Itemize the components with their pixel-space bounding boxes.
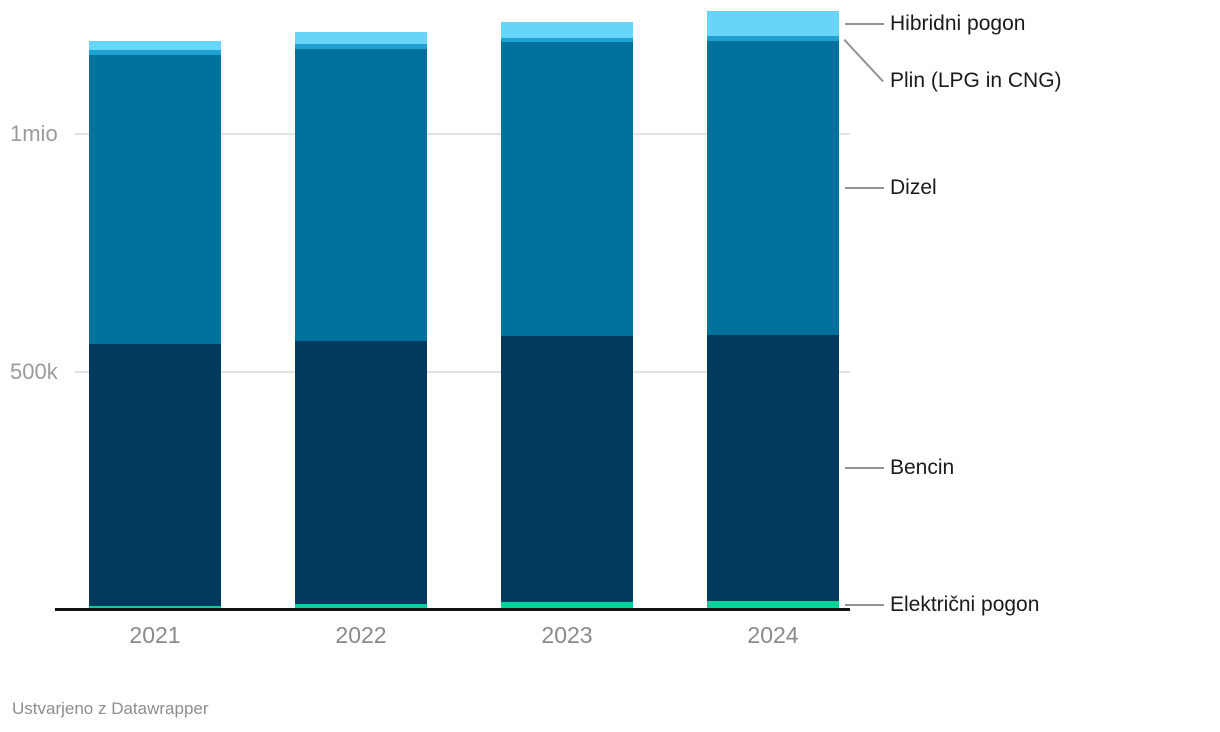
x-axis-line — [55, 608, 850, 611]
leader-line-bencin — [845, 466, 884, 469]
series-label-hibridni-pogon: Hibridni pogon — [890, 11, 1026, 35]
gridline-1mio — [75, 133, 850, 135]
bar-segment-2023-plin-lpg-in-cng[interactable] — [501, 38, 633, 43]
bar-segment-2023-dizel[interactable] — [501, 42, 633, 337]
bar-segment-2021-dizel[interactable] — [89, 55, 221, 344]
bar-segment-2022-plin-lpg-in-cng[interactable] — [295, 44, 427, 49]
bar-segment-2022-dizel[interactable] — [295, 48, 427, 342]
bar-segment-2024-dizel[interactable] — [707, 40, 839, 335]
x-axis-label-2022: 2022 — [335, 622, 387, 648]
leader-line-elektri-ni-pogon — [845, 604, 884, 607]
bar-segment-2021-hibridni-pogon[interactable] — [89, 41, 221, 51]
series-label-plin-lpg-in-cng: Plin (LPG in CNG) — [890, 69, 1062, 93]
x-axis-label-2024: 2024 — [747, 622, 799, 648]
bar-segment-2023-hibridni-pogon[interactable] — [501, 21, 633, 39]
y-tick-label-500k: 500k — [10, 359, 58, 384]
bar-segment-2023-elektri-ni-pogon[interactable] — [501, 602, 633, 610]
bar-segment-2024-plin-lpg-in-cng[interactable] — [707, 35, 839, 41]
bar-segment-2024-hibridni-pogon[interactable] — [707, 11, 839, 36]
leader-line-hibridni-pogon — [845, 22, 884, 25]
series-label-dizel: Dizel — [890, 175, 937, 199]
bar-segment-2022-bencin[interactable] — [295, 341, 427, 605]
bar-segment-2021-plin-lpg-in-cng[interactable] — [89, 50, 221, 56]
bar-segment-2024-bencin[interactable] — [707, 334, 839, 601]
bar-segment-2021-bencin[interactable] — [89, 343, 221, 607]
series-label-elektri-ni-pogon: Električni pogon — [890, 593, 1040, 617]
gridline-500k — [75, 371, 850, 373]
bar-segment-2024-elektri-ni-pogon[interactable] — [707, 600, 839, 610]
x-axis-label-2023: 2023 — [541, 622, 593, 648]
bar-segment-2022-elektri-ni-pogon[interactable] — [295, 604, 427, 610]
bar-segment-2023-bencin[interactable] — [501, 336, 633, 603]
datawrapper-credit: Ustvarjeno z Datawrapper — [12, 699, 209, 718]
bar-segment-2022-hibridni-pogon[interactable] — [295, 32, 427, 45]
leader-line-plin-lpg-in-cng — [843, 39, 884, 83]
x-axis-label-2021: 2021 — [129, 622, 181, 648]
y-tick-label-1mio: 1mio — [10, 121, 58, 146]
leader-line-dizel — [845, 186, 884, 189]
series-label-bencin: Bencin — [890, 455, 955, 479]
